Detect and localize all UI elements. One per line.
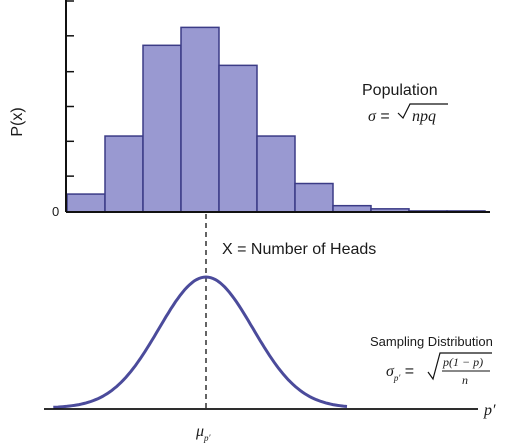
y-origin-label: 0 [52,204,59,219]
population-radicand: npq [412,108,436,125]
histogram-bar [180,26,220,213]
histogram-bar [66,193,106,213]
histogram-bar [142,44,182,213]
y-axis-label: P(x) [9,107,26,136]
population-formula: σ = [368,108,390,125]
sampling-distribution: p′ μp′ Sampling Distribution σp′ = p(1 −… [44,275,496,443]
y-ticks [66,0,74,177]
bottom-x-axis-label: p′ [483,402,496,419]
normal-curve [53,275,348,409]
population-histogram: P(x) 0 Population σ = npq [9,0,490,219]
mean-label: μp′ [195,423,212,443]
population-annotation: Population σ = npq [362,82,448,125]
population-title: Population [362,82,438,99]
sampling-radical-sign [427,352,492,381]
sampling-annotation: Sampling Distribution σp′ = p(1 − p) n [370,334,493,387]
sampling-denominator: n [462,373,468,387]
histogram-bar [218,64,258,213]
radical-sign [397,103,448,120]
histogram-bar [256,135,296,213]
x-axis-label: X = Number of Heads [222,241,376,258]
histogram-bar [104,135,144,213]
sampling-formula: σp′ = [386,363,414,383]
histogram-bar [294,182,334,213]
sampling-numerator: p(1 − p) [442,355,483,369]
sampling-title: Sampling Distribution [370,334,493,349]
histogram-bars [66,26,486,213]
